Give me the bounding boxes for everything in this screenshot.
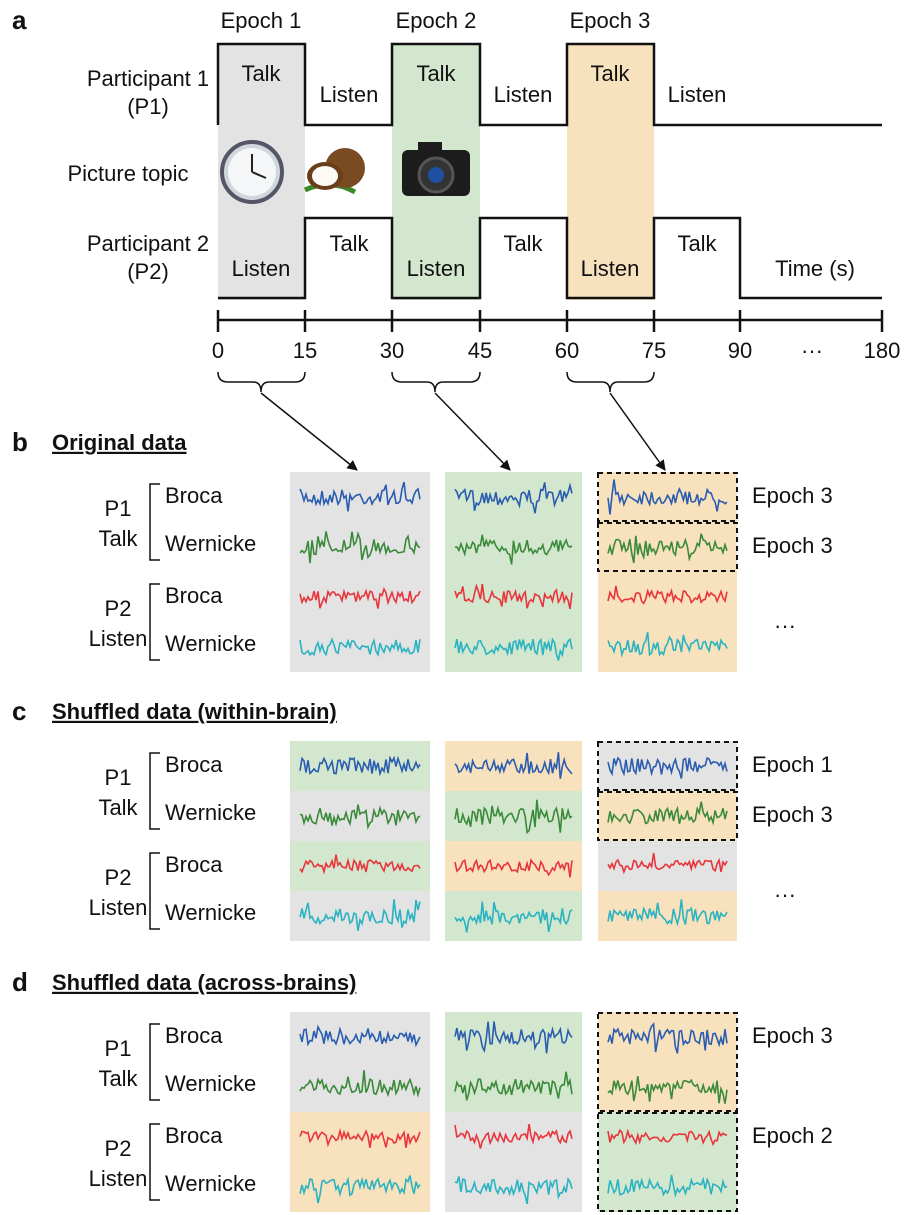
state-label: Talk [329, 231, 369, 256]
row-label: Picture topic [67, 161, 188, 186]
group-label: Listen [89, 1166, 148, 1191]
signal-cell [290, 841, 430, 891]
tick-label: 90 [728, 338, 752, 363]
panel-title: Original data [52, 430, 187, 455]
bracket [150, 753, 160, 829]
region-label: Broca [165, 1023, 223, 1048]
epoch-title: Epoch 3 [570, 8, 651, 33]
axis-label: Time (s) [775, 256, 855, 281]
epoch-note: ··· [774, 882, 796, 907]
group-label: P2 [105, 596, 132, 621]
tick-label: 60 [555, 338, 579, 363]
state-label: Listen [232, 256, 291, 281]
group-label: P2 [105, 865, 132, 890]
region-label: Broca [165, 583, 223, 608]
brace [567, 372, 654, 392]
epoch-note: Epoch 3 [752, 533, 833, 558]
state-label: Listen [668, 82, 727, 107]
clock-icon [222, 142, 282, 202]
signal-cell [290, 622, 430, 672]
tick-label: ··· [801, 338, 823, 363]
tick-label: 180 [864, 338, 901, 363]
region-label: Wernicke [165, 900, 256, 925]
state-label: Talk [503, 231, 543, 256]
panel-title: Shuffled data (across-brains) [52, 970, 356, 995]
signal-cell [290, 472, 430, 522]
state-label: Talk [241, 61, 281, 86]
epoch-note: Epoch 3 [752, 483, 833, 508]
state-label: Talk [590, 61, 630, 86]
region-label: Broca [165, 752, 223, 777]
epoch-note: ··· [774, 613, 796, 638]
signal-cell [290, 1062, 430, 1112]
panel-title: Shuffled data (within-brain) [52, 699, 337, 724]
group-label: Listen [89, 626, 148, 651]
region-label: Wernicke [165, 1071, 256, 1096]
row-label: (P1) [127, 94, 169, 119]
state-label: Listen [407, 256, 466, 281]
camera-icon [402, 142, 470, 196]
group-label: P1 [105, 765, 132, 790]
arrow [261, 393, 357, 470]
signal-cell [598, 1112, 737, 1162]
state-label: Listen [581, 256, 640, 281]
bracket [150, 1124, 160, 1200]
row-label: Participant 1 [87, 66, 209, 91]
signal-cell [598, 741, 737, 791]
tick-label: 45 [468, 338, 492, 363]
epoch-note: Epoch 2 [752, 1123, 833, 1148]
panel-label: b [12, 427, 28, 457]
state-label: Talk [677, 231, 717, 256]
region-label: Broca [165, 852, 223, 877]
state-label: Listen [494, 82, 553, 107]
group-label: Talk [98, 795, 138, 820]
panel-label: a [12, 5, 27, 35]
region-label: Broca [165, 483, 223, 508]
bracket [150, 853, 160, 929]
panel-label: c [12, 696, 26, 726]
bracket [150, 1024, 160, 1100]
epoch-title: Epoch 1 [221, 8, 302, 33]
signal-cell [598, 622, 737, 672]
row-label: Participant 2 [87, 231, 209, 256]
group-label: P1 [105, 1036, 132, 1061]
epoch-note: Epoch 1 [752, 752, 833, 777]
tick-label: 15 [293, 338, 317, 363]
group-label: P2 [105, 1136, 132, 1161]
group-label: Talk [98, 526, 138, 551]
state-label: Listen [320, 82, 379, 107]
region-label: Wernicke [165, 531, 256, 556]
epoch-note: Epoch 3 [752, 802, 833, 827]
region-label: Wernicke [165, 800, 256, 825]
group-label: Listen [89, 895, 148, 920]
coconut-icon [305, 148, 365, 192]
region-label: Wernicke [165, 1171, 256, 1196]
state-label: Talk [416, 61, 456, 86]
region-label: Wernicke [165, 631, 256, 656]
arrow [435, 393, 510, 470]
row-label: (P2) [127, 259, 169, 284]
epoch-title: Epoch 2 [396, 8, 477, 33]
bracket [150, 584, 160, 660]
epoch-note: Epoch 3 [752, 1023, 833, 1048]
brace [218, 372, 305, 392]
bracket [150, 484, 160, 560]
brace [392, 372, 480, 392]
group-label: P1 [105, 496, 132, 521]
panel-label: d [12, 967, 28, 997]
tick-label: 30 [380, 338, 404, 363]
group-label: Talk [98, 1066, 138, 1091]
arrow [610, 393, 665, 470]
tick-label: 75 [642, 338, 666, 363]
tick-label: 0 [212, 338, 224, 363]
figure: a Epoch 1 Epoch 2 Epoch 3 Participant 1 (P1) P… [0, 0, 919, 1215]
region-label: Broca [165, 1123, 223, 1148]
